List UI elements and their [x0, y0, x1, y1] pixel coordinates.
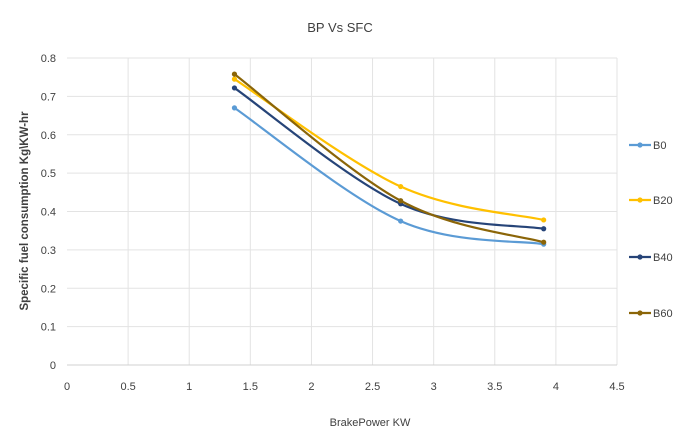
legend-item-B60: B60: [629, 308, 673, 320]
series-group: [231, 71, 547, 247]
data-point-B20: [398, 183, 404, 190]
x-tick-label: 2.5: [365, 381, 380, 393]
series-line-B60: [233, 73, 544, 244]
legend-label-B20: B20: [653, 195, 673, 207]
y-axis-label: Specific fuel consumption Kg\KW-hr: [19, 111, 31, 311]
data-point-B60: [398, 198, 404, 204]
y-tick-label: 0.3: [41, 245, 56, 257]
series-B20: [231, 76, 547, 223]
legend-label-B40: B40: [653, 252, 673, 264]
y-tick-label: 0.2: [41, 283, 56, 295]
legend-label-B0: B0: [653, 140, 666, 152]
data-point-B40: [541, 226, 547, 232]
chart-title: BP Vs SFC: [307, 20, 373, 35]
x-tick-label: 2: [308, 381, 314, 393]
data-point-B60: [231, 71, 238, 77]
x-tick-label: 0.5: [120, 381, 135, 393]
legend-marker-B20: [637, 197, 643, 203]
y-tick-labels: 0 0.1 0.2 0.3 0.4 0.5 0.6 0.7 0.8: [41, 53, 56, 372]
legend-item-B0: B0: [629, 140, 666, 152]
x-tick-labels: 0 0.5 1 1.5 2 2.5 3 3.5 4 4.5: [64, 381, 625, 393]
legend-marker-B0: [637, 142, 643, 148]
legend-label-B60: B60: [653, 308, 673, 320]
x-tick-label: 3: [431, 381, 437, 393]
x-tick-label: 4.5: [609, 381, 624, 393]
x-tick-label: 4: [553, 381, 559, 393]
y-tick-label: 0.5: [41, 168, 56, 180]
legend: B0 B20 B40 B60: [629, 140, 673, 320]
legend-item-B20: B20: [629, 195, 673, 207]
x-tick-label: 1.5: [243, 381, 258, 393]
legend-marker-B60: [637, 310, 643, 316]
data-point-B20: [541, 217, 547, 223]
data-point-B0: [398, 218, 404, 224]
legend-marker-B40: [637, 254, 643, 260]
y-tick-label: 0.7: [41, 91, 56, 103]
x-tick-label: 1: [186, 381, 192, 393]
data-point-B20: [231, 76, 238, 82]
y-tick-label: 0.6: [41, 130, 56, 142]
data-point-B0: [231, 105, 238, 111]
legend-item-B40: B40: [629, 252, 673, 264]
y-tick-label: 0.8: [41, 53, 56, 65]
y-tick-label: 0: [50, 360, 56, 372]
grid: [67, 57, 618, 365]
x-axis-label: BrakePower KW: [330, 417, 411, 429]
y-tick-label: 0.1: [41, 322, 56, 334]
series-line-B40: [233, 87, 544, 230]
data-point-B60: [541, 239, 547, 245]
x-tick-label: 3.5: [487, 381, 502, 393]
x-tick-label: 0: [64, 381, 70, 393]
series-B60: [231, 71, 547, 245]
series-B40: [231, 85, 547, 232]
data-point-B40: [231, 85, 238, 91]
y-tick-label: 0.4: [41, 207, 56, 219]
series-line-B0: [233, 106, 544, 246]
